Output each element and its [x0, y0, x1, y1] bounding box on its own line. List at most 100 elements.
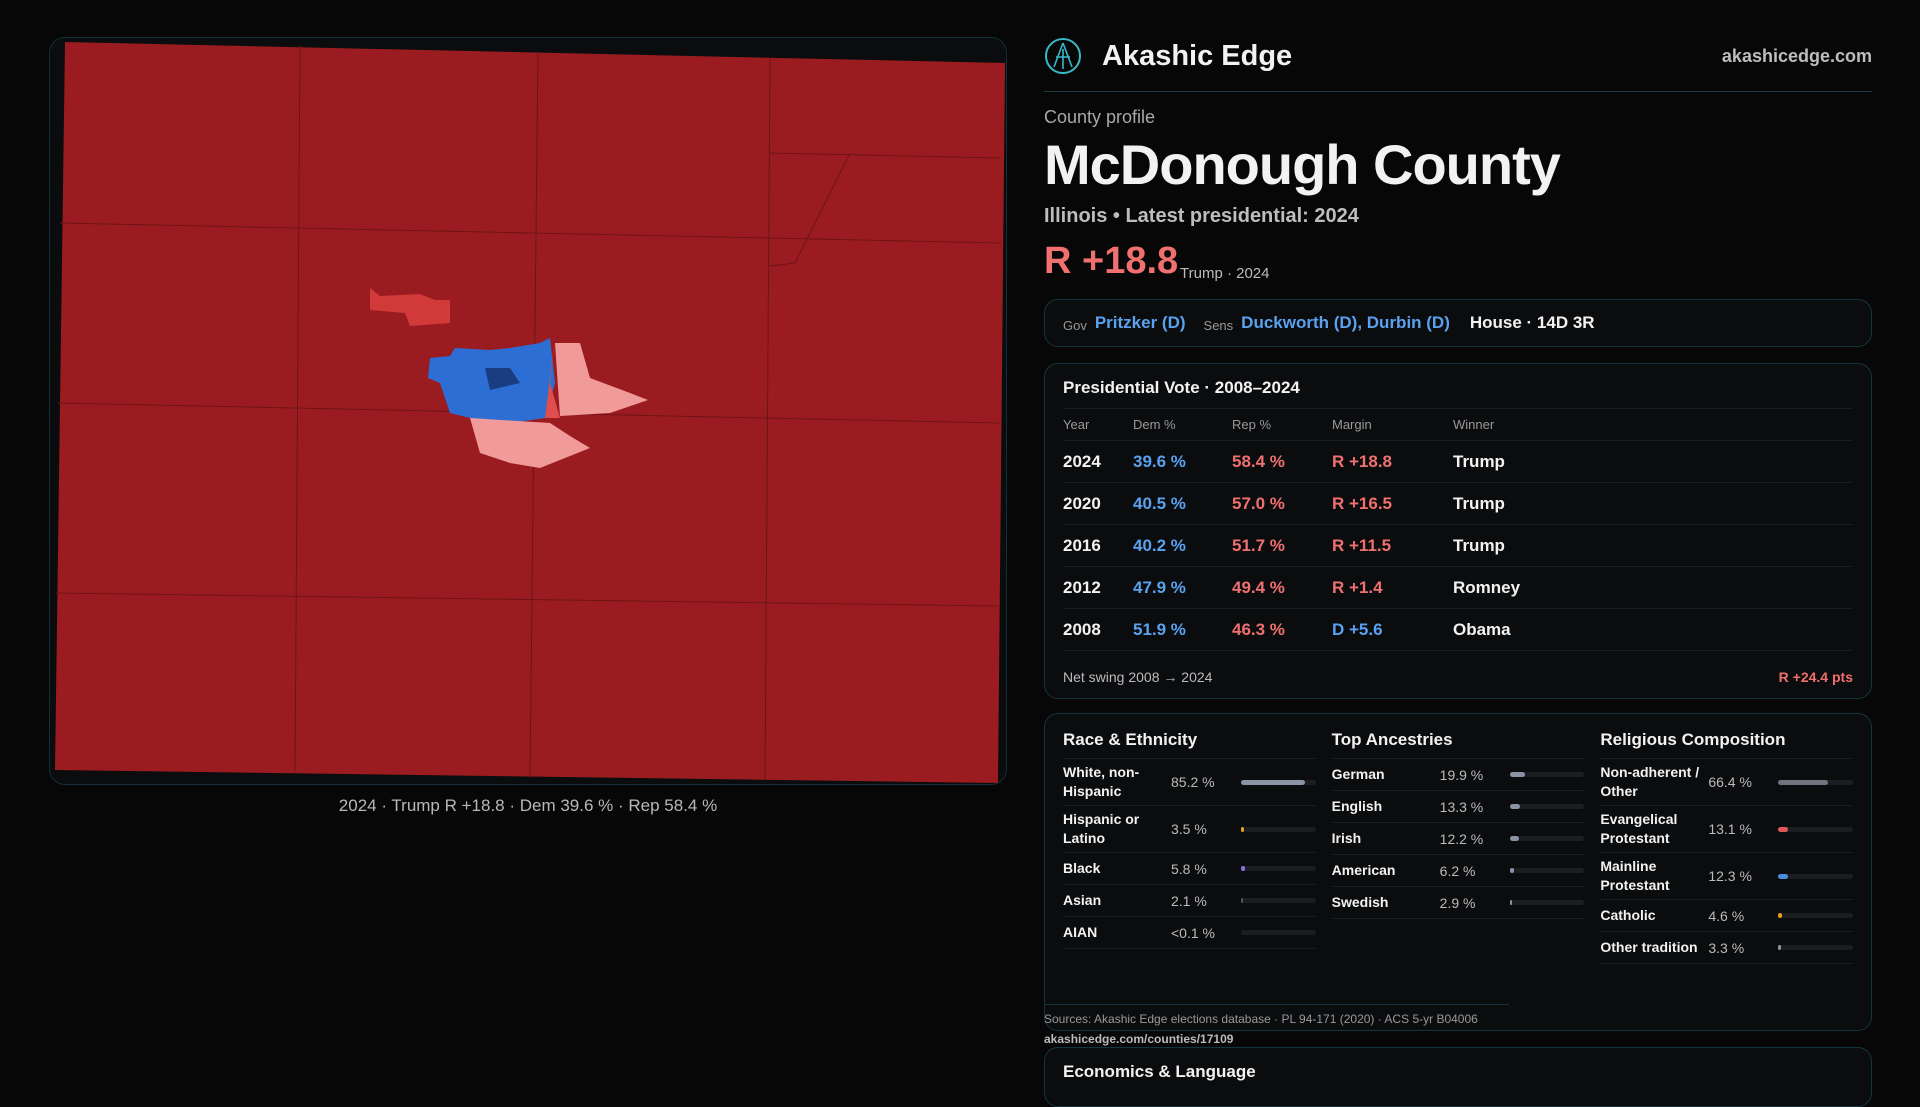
- share-bar: [1778, 873, 1854, 879]
- list-item: AIAN <0.1 %: [1063, 917, 1316, 949]
- list-item: Mainline Protestant 12.3 %: [1600, 853, 1854, 900]
- headline-margin: R +18.8: [1044, 240, 1179, 282]
- rep-pct: 49.4 %: [1232, 577, 1285, 597]
- year: 2008: [1063, 619, 1101, 639]
- list-item: German 19.9 %: [1331, 759, 1585, 791]
- item-label: Evangelical Protestant: [1600, 811, 1678, 846]
- table-row: 2024 39.6 % 58.4 % R +18.8 Trump: [1063, 441, 1853, 483]
- column-title: Top Ancestries: [1331, 714, 1585, 759]
- share-bar: [1509, 900, 1585, 905]
- swing-label: Net swing 2008 → 2024: [1063, 669, 1213, 685]
- senators: Duckworth (D), Durbin (D): [1241, 313, 1450, 332]
- item-value: <0.1 %: [1171, 924, 1215, 941]
- share-bar: [1509, 772, 1585, 777]
- share-bar: [1778, 945, 1854, 950]
- county-map[interactable]: [49, 37, 1007, 785]
- item-value: 12.3 %: [1708, 868, 1752, 884]
- item-value: 19.9 %: [1439, 766, 1484, 783]
- item-value: 2.1 %: [1171, 892, 1207, 909]
- item-label: American: [1331, 862, 1396, 878]
- item-label: English: [1331, 798, 1383, 814]
- item-label: Non-adherent / Other: [1600, 764, 1700, 799]
- list-item: Evangelical Protestant 13.1 %: [1600, 806, 1854, 853]
- demographic-column: Religious Composition Non-adherent / Othe…: [1600, 714, 1854, 1030]
- item-value: 2.9 %: [1439, 894, 1476, 911]
- rep-pct: 57.0 %: [1232, 493, 1285, 513]
- margin: D +5.6: [1332, 619, 1383, 639]
- list-item: American 6.2 %: [1331, 855, 1585, 887]
- dem-pct: 40.2 %: [1133, 535, 1186, 555]
- sources: Sources: Akashic Edge elections database…: [1044, 1004, 1509, 1049]
- site-link[interactable]: akashicedge.com: [1721, 45, 1872, 66]
- list-item: Black 5.8 %: [1063, 853, 1316, 885]
- margin: R +18.8: [1332, 451, 1393, 471]
- col-rep: Rep %: [1232, 417, 1272, 432]
- share-bar: [1241, 826, 1316, 832]
- item-value: 12.2 %: [1439, 830, 1484, 847]
- demographics-card: Race & Ethnicity White, non-Hispanic 85.2 …: [1044, 713, 1872, 1031]
- winner: Trump: [1453, 535, 1505, 555]
- col-winner: Winner: [1453, 417, 1495, 432]
- share-bar: [1241, 779, 1316, 785]
- item-label: Swedish: [1331, 894, 1389, 910]
- item-label: Catholic: [1600, 907, 1656, 923]
- list-item: Catholic 4.6 %: [1600, 900, 1854, 932]
- item-label: AIAN: [1063, 924, 1098, 940]
- share-bar: [1778, 779, 1854, 785]
- gov-label: Gov: [1063, 317, 1087, 333]
- list-item: Irish 12.2 %: [1331, 823, 1585, 855]
- share-bar: [1509, 804, 1585, 809]
- item-value: 13.3 %: [1439, 798, 1484, 815]
- share-bar: [1241, 866, 1316, 871]
- sources-text: Sources: Akashic Edge elections database…: [1044, 1012, 1478, 1026]
- item-label: Mainline Protestant: [1600, 858, 1670, 893]
- economics-card: Economics & Language: [1044, 1047, 1872, 1107]
- card-title: Presidential Vote · 2008–2024: [1063, 364, 1853, 409]
- share-bar: [1509, 836, 1585, 841]
- county-url[interactable]: akashicedge.com/counties/17109: [1044, 1032, 1234, 1046]
- share-bar: [1778, 913, 1854, 918]
- demographic-column: Top Ancestries German 19.9 % English 13.3 % I…: [1331, 714, 1585, 1030]
- table-row: 2016 40.2 % 51.7 % R +11.5 Trump: [1063, 525, 1853, 567]
- col-margin: Margin: [1332, 417, 1372, 432]
- list-item: Asian 2.1 %: [1063, 885, 1316, 917]
- precinct-map-svg: [55, 42, 1005, 783]
- item-label: White, non-Hispanic: [1063, 764, 1140, 799]
- margin: R +16.5: [1332, 493, 1393, 513]
- list-item: Hispanic or Latino 3.5 %: [1063, 806, 1316, 853]
- divider: [1044, 91, 1872, 92]
- item-label: Hispanic or Latino: [1063, 811, 1140, 846]
- col-year: Year: [1063, 417, 1090, 432]
- subtitle: Illinois • Latest presidential: 2024: [1044, 205, 1359, 227]
- rep-pct: 58.4 %: [1232, 451, 1285, 471]
- map-caption: 2024 · Trump R +18.8 · Dem 39.6 % · Rep …: [338, 796, 718, 815]
- item-value: 3.3 %: [1708, 939, 1745, 956]
- swing-value: R +24.4 pts: [1778, 669, 1853, 685]
- table-row: 2008 51.9 % 46.3 % D +5.6 Obama: [1063, 609, 1853, 651]
- officials-bar: Gov Pritzker (D) Sens Duckworth (D), Dur…: [1044, 299, 1872, 347]
- dem-pct: 51.9 %: [1133, 619, 1186, 639]
- share-bar: [1241, 898, 1316, 903]
- rep-pct: 46.3 %: [1232, 619, 1285, 639]
- list-item: White, non-Hispanic 85.2 %: [1063, 759, 1316, 806]
- kicker: County profile: [1044, 107, 1156, 127]
- dem-pct: 47.9 %: [1133, 577, 1186, 597]
- year: 2012: [1063, 577, 1101, 597]
- year: 2016: [1063, 535, 1101, 555]
- winner: Romney: [1453, 577, 1521, 597]
- dem-pct: 39.6 %: [1133, 451, 1186, 471]
- table-header: Year Dem % Rep % Margin Winner: [1063, 409, 1853, 441]
- margin: R +1.4: [1332, 577, 1383, 597]
- item-value: 13.1 %: [1708, 821, 1752, 837]
- item-label: Black: [1063, 860, 1101, 876]
- list-item: English 13.3 %: [1331, 791, 1585, 823]
- item-value: 5.8 %: [1171, 860, 1207, 877]
- winner: Trump: [1453, 493, 1505, 513]
- item-label: Irish: [1331, 830, 1362, 846]
- margin: R +11.5: [1332, 535, 1392, 555]
- house-delegation: House · 14D 3R: [1469, 313, 1595, 332]
- sens-label: Sens: [1203, 317, 1234, 333]
- item-label: German: [1331, 766, 1385, 782]
- header: Akashic Edge akashicedge.com: [1044, 36, 1872, 76]
- card-title: Economics & Language: [1063, 1062, 1256, 1081]
